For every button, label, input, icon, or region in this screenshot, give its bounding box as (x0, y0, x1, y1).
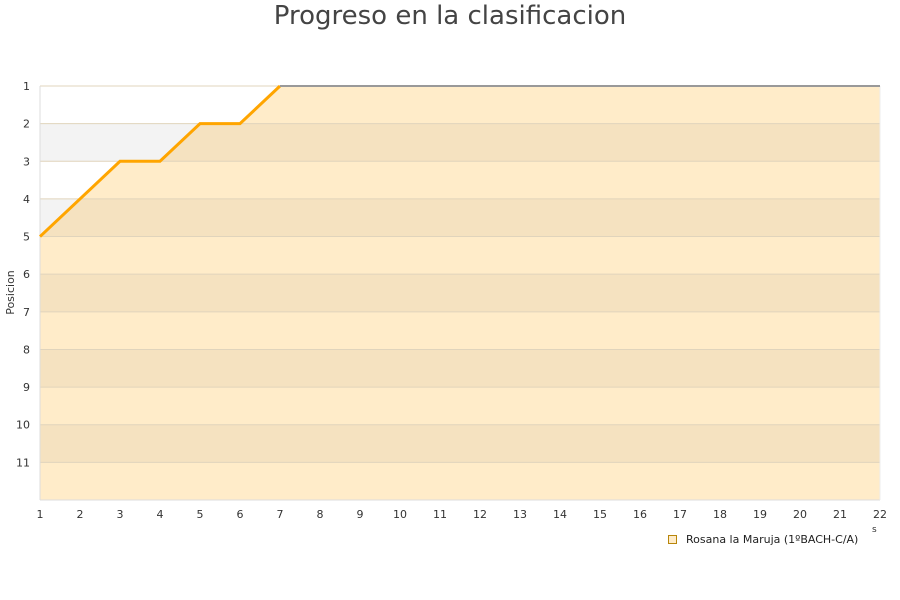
y-tick-label: 6 (23, 268, 30, 281)
y-tick-label: 1 (23, 80, 30, 93)
x-tick-label: 18 (713, 508, 727, 521)
area-band (40, 349, 880, 388)
y-tick-label: 8 (23, 343, 30, 356)
x-tick-label: 10 (393, 508, 407, 521)
area-band (40, 462, 880, 500)
series-line (38, 84, 282, 238)
x-tick-label: 13 (513, 508, 527, 521)
x-tick-label: 11 (433, 508, 447, 521)
area-band (40, 424, 880, 463)
x-tick-label: 19 (753, 508, 767, 521)
y-tick-label: 9 (23, 381, 30, 394)
x-tick-label: 12 (473, 508, 487, 521)
x-tick-label: 3 (117, 508, 124, 521)
x-axis-label: s (872, 525, 877, 535)
y-tick-label: 7 (23, 306, 30, 319)
y-tick-label: 11 (16, 456, 30, 469)
y-tick-label: 3 (23, 155, 30, 168)
x-tick-label: 20 (793, 508, 807, 521)
x-tick-label: 22 (873, 508, 887, 521)
chart-title: Progreso en la clasificacion (273, 1, 627, 31)
x-tick-label: 21 (833, 508, 847, 521)
y-tick-label: 2 (23, 118, 30, 131)
area-band (40, 274, 880, 312)
x-tick-label: 1 (37, 508, 44, 521)
y-tick-label: 10 (16, 419, 30, 432)
x-tick-label: 7 (277, 508, 284, 521)
x-tick-label: 15 (593, 508, 607, 521)
x-tick-label: 2 (77, 508, 84, 521)
x-tick-label: 14 (553, 508, 567, 521)
y-tick-label: 4 (23, 193, 30, 206)
x-tick-label: 8 (317, 508, 324, 521)
area-band (40, 387, 880, 425)
y-tick-label: 5 (23, 231, 30, 244)
legend-label: Rosana la Maruja (1ºBACH-C/A) (686, 533, 859, 546)
x-tick-label: 4 (157, 508, 164, 521)
x-tick-label: 16 (633, 508, 647, 521)
legend[interactable]: Rosana la Maruja (1ºBACH-C/A) (668, 533, 858, 546)
area-band (40, 311, 880, 350)
x-tick-label: 9 (357, 508, 364, 521)
area-band (40, 161, 880, 199)
x-tick-label: 5 (197, 508, 204, 521)
legend-swatch (668, 535, 677, 544)
area-band (40, 236, 880, 275)
x-tick-label: 6 (237, 508, 244, 521)
area-band (40, 198, 880, 237)
x-tick-label: 17 (673, 508, 687, 521)
